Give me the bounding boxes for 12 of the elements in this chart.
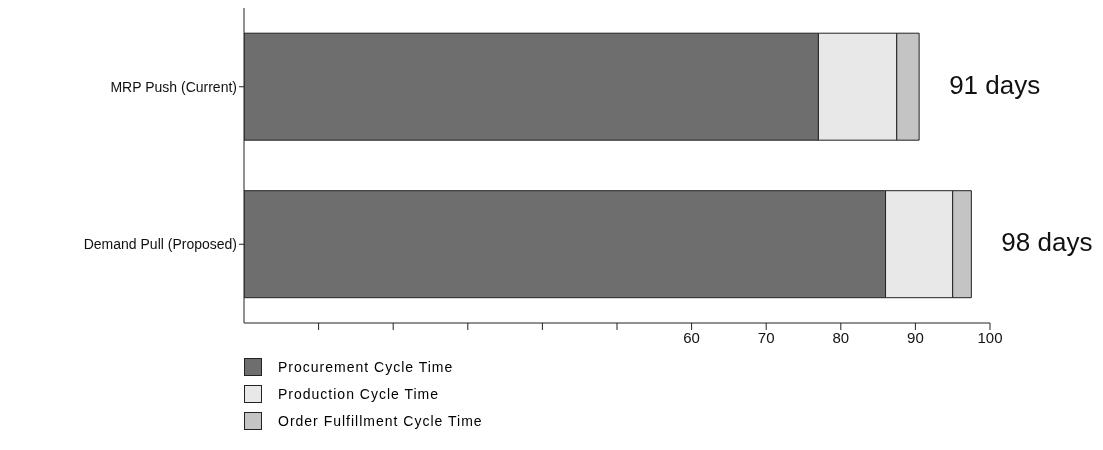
legend-label: Production Cycle Time bbox=[278, 385, 440, 402]
x-tick-label: 70 bbox=[757, 328, 775, 346]
x-tick-label: 90 bbox=[907, 328, 924, 346]
total-label: 98 days bbox=[1001, 227, 1093, 258]
x-tick-label: 100 bbox=[977, 328, 1003, 346]
x-tick-label: 80 bbox=[832, 328, 850, 346]
y-tick-label: Demand Pull (Proposed) bbox=[83, 236, 237, 253]
legend-label: Procurement Cycle Time bbox=[278, 358, 454, 375]
total-label: 91 days bbox=[949, 69, 1041, 100]
y-tick-label: MRP Push (Current) bbox=[110, 78, 237, 95]
x-tick-label: 60 bbox=[683, 328, 700, 346]
legend-label: Order Fulfillment Cycle Time bbox=[278, 412, 483, 429]
